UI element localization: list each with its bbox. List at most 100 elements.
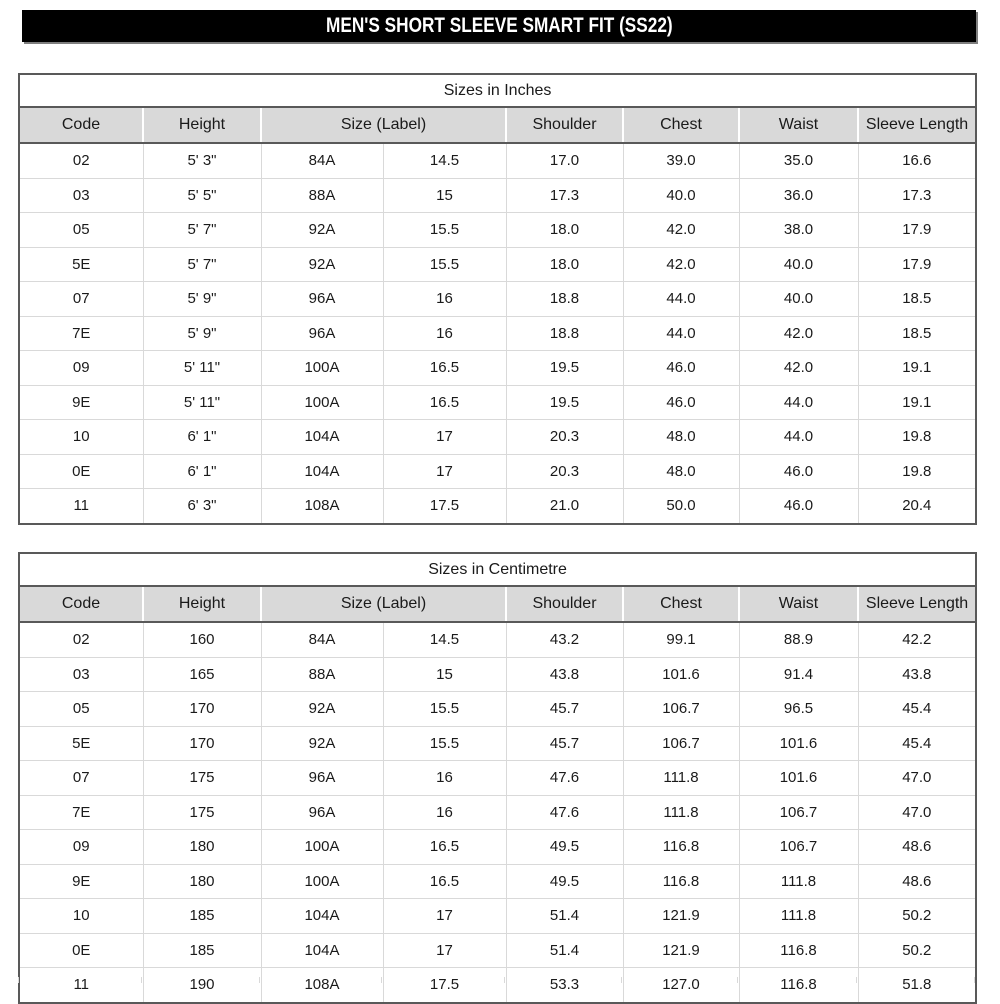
cell: 100A <box>260 863 384 899</box>
cell: 20.3 <box>505 419 624 455</box>
cell: 16.6 <box>857 142 977 179</box>
cell: 18.5 <box>857 315 977 351</box>
cell: 106.7 <box>622 725 740 761</box>
cell: 96A <box>260 281 384 317</box>
cell: 5' 9" <box>142 315 262 351</box>
cell: 121.9 <box>622 932 740 968</box>
column-header: Height <box>142 107 261 144</box>
cell: 84A <box>260 142 384 179</box>
cell: 165 <box>142 656 262 692</box>
cell: 45.4 <box>857 691 977 727</box>
cell: 50.2 <box>857 898 977 934</box>
cell: 180 <box>142 863 262 899</box>
cell: 9E <box>18 384 144 420</box>
column-header: Size (Label) <box>260 107 506 144</box>
cell: 101.6 <box>738 725 859 761</box>
cell: 15 <box>382 177 507 213</box>
cell: 19.8 <box>857 453 977 489</box>
cell: 92A <box>260 212 384 248</box>
cell: 40.0 <box>738 281 859 317</box>
cell: 47.0 <box>857 794 977 830</box>
cell: 104A <box>260 453 384 489</box>
cell: 42.0 <box>622 212 740 248</box>
cell: 35.0 <box>738 142 859 179</box>
cell: 100A <box>260 829 384 865</box>
column-header: Chest <box>622 107 739 144</box>
table-row: 02 5' 3" 84A 14.5 17.0 39.0 35.0 16.6 <box>18 142 977 179</box>
column-header: Sleeve Length <box>856 586 977 623</box>
cell: 18.8 <box>505 281 624 317</box>
table-row: 09 180 100A 16.5 49.5 116.8 106.7 48.6 <box>18 829 977 865</box>
cell: 44.0 <box>738 384 859 420</box>
cell: 05 <box>18 691 144 727</box>
table-row: 05 170 92A 15.5 45.7 106.7 96.5 45.4 <box>18 691 977 727</box>
cell: 43.8 <box>505 656 624 692</box>
column-header: Chest <box>622 586 739 623</box>
cell: 7E <box>18 794 144 830</box>
size-table-cm: Sizes in Centimetre Code Height Size (Labe… <box>18 552 978 1004</box>
cell: 116.8 <box>622 863 740 899</box>
cell: 91.4 <box>738 656 859 692</box>
cell: 19.1 <box>857 350 977 386</box>
column-header-row: Code Height Size (Label) Shoulder Chest Waist… <box>19 107 977 144</box>
cell: 19.5 <box>505 350 624 386</box>
cell: 02 <box>18 142 144 179</box>
column-header: Sleeve Length <box>856 107 977 144</box>
cell: 96.5 <box>738 691 859 727</box>
table-row: 11 6' 3" 108A 17.5 21.0 50.0 46.0 20.4 <box>18 488 977 524</box>
cell: 96A <box>260 794 384 830</box>
cell: 92A <box>260 246 384 282</box>
table-row: 9E 180 100A 16.5 49.5 116.8 111.8 48.6 <box>18 863 977 899</box>
cell: 170 <box>142 725 262 761</box>
cell: 48.0 <box>622 419 740 455</box>
cell: 44.0 <box>622 315 740 351</box>
column-header: Shoulder <box>505 107 623 144</box>
cell: 100A <box>260 384 384 420</box>
cell: 42.0 <box>738 350 859 386</box>
cell: 10 <box>18 898 144 934</box>
column-header: Waist <box>738 107 858 144</box>
cell: 11 <box>18 488 144 524</box>
cell: 14.5 <box>382 621 507 658</box>
column-header: Shoulder <box>505 586 623 623</box>
cell: 5' 11" <box>142 384 262 420</box>
cell: 47.6 <box>505 794 624 830</box>
cell: 17.5 <box>382 967 507 1003</box>
cell: 106.7 <box>622 691 740 727</box>
cell: 02 <box>18 621 144 658</box>
cell: 44.0 <box>622 281 740 317</box>
table-row: 5E 5' 7" 92A 15.5 18.0 42.0 40.0 17.9 <box>18 246 977 282</box>
cell: 16 <box>382 794 507 830</box>
cell: 18.0 <box>505 212 624 248</box>
table-row: 9E 5' 11" 100A 16.5 19.5 46.0 44.0 19.1 <box>18 384 977 420</box>
cell: 36.0 <box>738 177 859 213</box>
cell: 21.0 <box>505 488 624 524</box>
cell: 104A <box>260 419 384 455</box>
column-header: Code <box>19 586 143 623</box>
cell: 51.4 <box>505 898 624 934</box>
cell: 106.7 <box>738 794 859 830</box>
cell: 0E <box>18 932 144 968</box>
cell: 48.0 <box>622 453 740 489</box>
table-row: 0E 6' 1" 104A 17 20.3 48.0 46.0 19.8 <box>18 453 977 489</box>
cell: 92A <box>260 691 384 727</box>
cell: 38.0 <box>738 212 859 248</box>
cell: 170 <box>142 691 262 727</box>
cell: 47.0 <box>857 760 977 796</box>
cell: 5E <box>18 246 144 282</box>
cell: 10 <box>18 419 144 455</box>
cell: 53.3 <box>505 967 624 1003</box>
cell: 111.8 <box>622 794 740 830</box>
table-row: 03 165 88A 15 43.8 101.6 91.4 43.8 <box>18 656 977 692</box>
cell: 03 <box>18 656 144 692</box>
cell: 17.9 <box>857 246 977 282</box>
cell: 15.5 <box>382 725 507 761</box>
cell: 40.0 <box>622 177 740 213</box>
page-title: MEN'S SHORT SLEEVE SMART FIT (SS22) <box>325 14 673 37</box>
cell: 5E <box>18 725 144 761</box>
cell: 116.8 <box>738 932 859 968</box>
cell: 15.5 <box>382 691 507 727</box>
cell: 17 <box>382 898 507 934</box>
table-title: Sizes in Centimetre <box>19 553 977 587</box>
cell: 15 <box>382 656 507 692</box>
